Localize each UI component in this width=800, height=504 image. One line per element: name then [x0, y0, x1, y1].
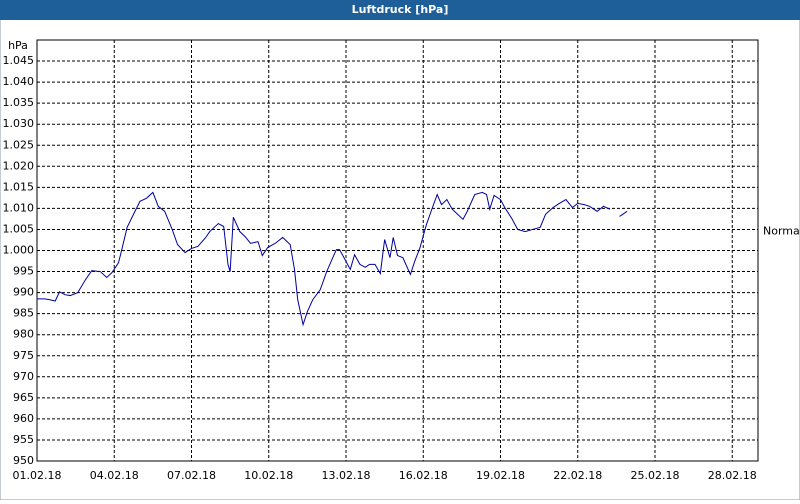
y-tick-label: 955 — [13, 433, 34, 446]
x-tick-label: 10.02.18 — [244, 469, 293, 482]
x-tick-label: 13.02.18 — [322, 469, 371, 482]
y-tick-label: 960 — [13, 412, 34, 425]
title-bar — [0, 0, 800, 20]
data-line — [37, 191, 628, 327]
y-tick-label: 1.040 — [3, 75, 35, 88]
y-tick-label: 965 — [13, 391, 34, 404]
y-tick-label: 990 — [13, 286, 34, 299]
y-tick-label: 1.025 — [3, 138, 35, 151]
y-tick-label: 1.010 — [3, 201, 35, 214]
x-tick-label: 22.02.18 — [553, 469, 602, 482]
x-tick-label: 07.02.18 — [167, 469, 216, 482]
x-tick-label: 04.02.18 — [90, 469, 139, 482]
y-tick-label: 985 — [13, 307, 34, 320]
x-tick-label: 16.02.18 — [399, 469, 448, 482]
y-tick-label: 1.020 — [3, 159, 35, 172]
y-tick-label: 1.000 — [3, 244, 35, 257]
y-tick-label: 1.030 — [3, 117, 35, 130]
annotation: Normal — [763, 225, 800, 238]
y-tick-label: 1.015 — [3, 180, 35, 193]
y-tick-label: 950 — [13, 454, 34, 467]
y-tick-label: 995 — [13, 265, 34, 278]
y-tick-label: 1.035 — [3, 96, 35, 109]
x-tick-label: 25.02.18 — [631, 469, 680, 482]
y-tick-label: 975 — [13, 349, 34, 362]
x-tick-label: 28.02.18 — [708, 469, 757, 482]
chart-title: Luftdruck [hPa] — [352, 3, 449, 16]
y-tick-label: 970 — [13, 370, 34, 383]
y-tick-label: 980 — [13, 328, 34, 341]
y-axis-label: hPa — [8, 39, 28, 52]
x-tick-label: 19.02.18 — [476, 469, 525, 482]
y-tick-label: 1.005 — [3, 222, 35, 235]
y-tick-label: 1.045 — [3, 54, 35, 67]
x-tick-label: 01.02.18 — [13, 469, 62, 482]
